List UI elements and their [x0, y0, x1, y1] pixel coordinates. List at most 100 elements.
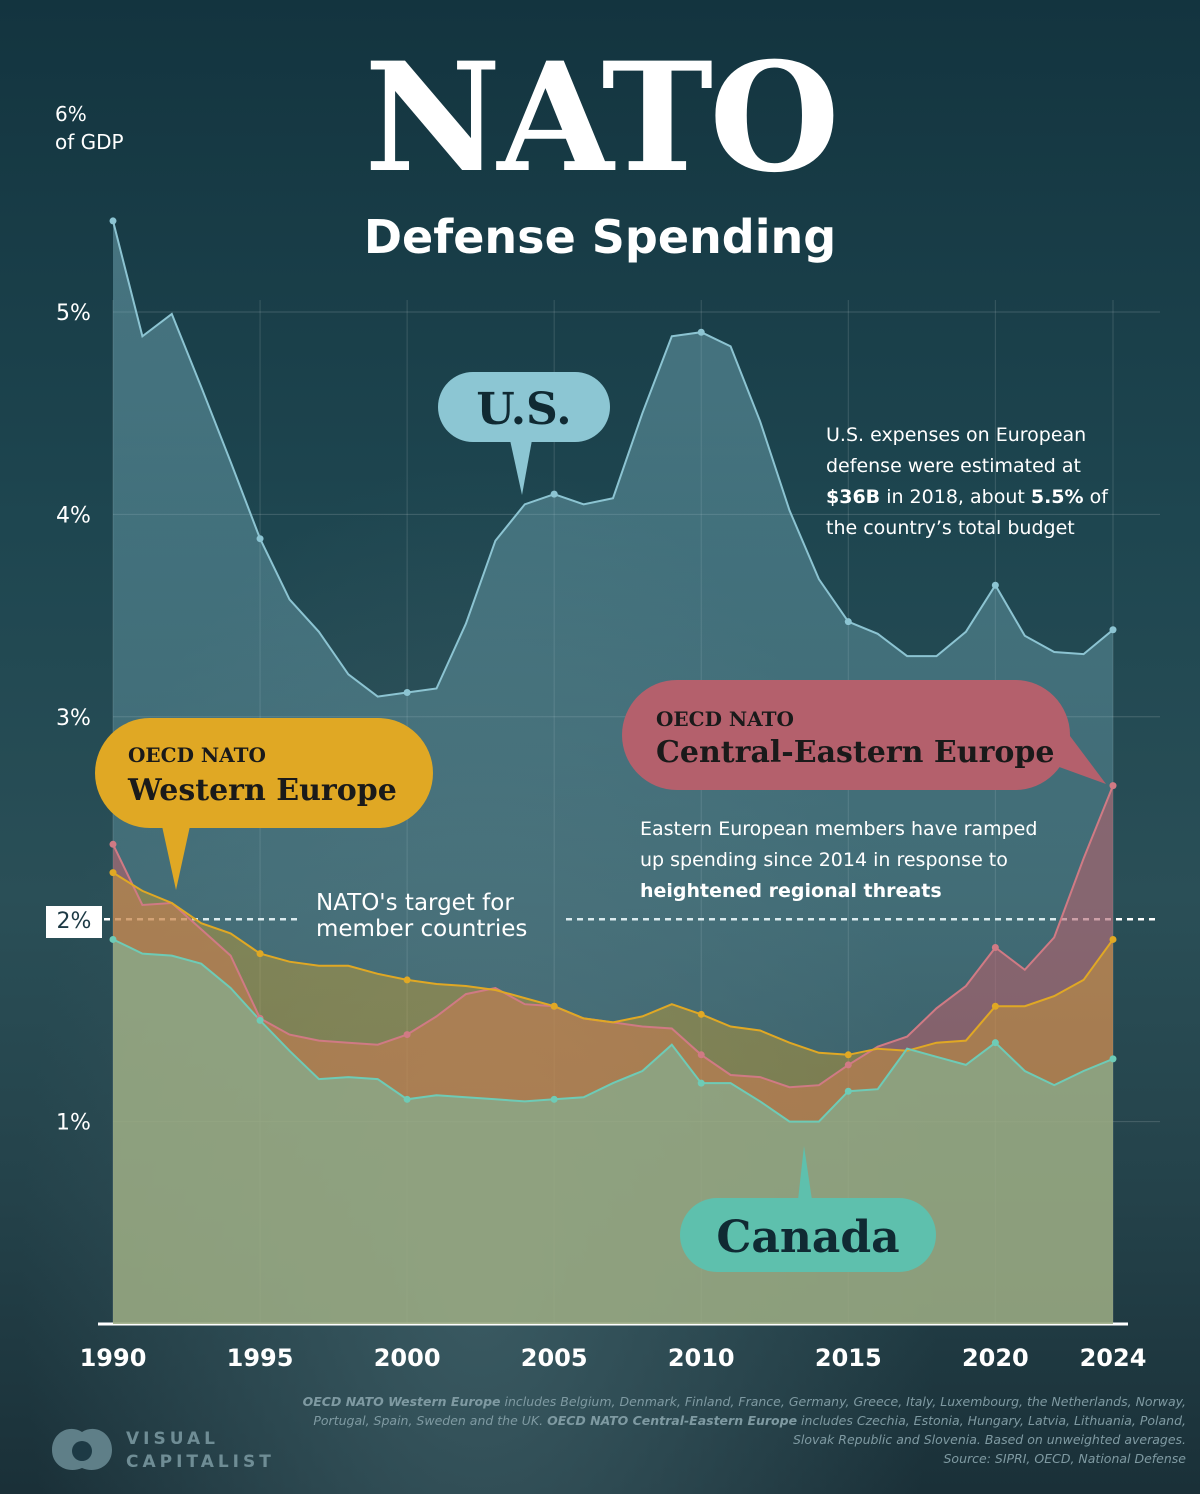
canada-point-2000	[403, 1095, 411, 1103]
us-note-line1: U.S. expenses on European	[826, 424, 1087, 446]
x-tick-2005: 2005	[521, 1344, 588, 1372]
x-tick-2024: 2024	[1080, 1344, 1147, 1372]
canada-point-1995	[256, 1016, 264, 1024]
source-we-name: OECD NATO Western Europe	[302, 1394, 501, 1409]
western-europe-point-1990	[109, 869, 117, 877]
target-value-label: 2%	[46, 906, 102, 938]
us-note-line2: defense were estimated at	[826, 455, 1081, 477]
y-tick-4: 4%	[56, 503, 91, 528]
western-europe-point-2020	[991, 1002, 999, 1010]
canada-bubble-tail	[798, 1146, 812, 1200]
logo-word-1: VISUAL	[126, 1429, 219, 1449]
cee-point-2024	[1109, 782, 1117, 790]
source-we-list: includes Belgium, Denmark, Finland, Fran…	[313, 1394, 1186, 1428]
us-point-2005	[550, 490, 558, 498]
western-europe-point-1995	[256, 950, 264, 958]
western-europe-line	[112, 871, 1114, 1056]
western-europe-point-2005	[550, 1002, 558, 1010]
cee-point-2015	[844, 1061, 852, 1069]
x-tick-2015: 2015	[815, 1344, 882, 1372]
x-tick-1990: 1990	[80, 1344, 147, 1372]
us-label-bubble: U.S.	[438, 372, 610, 495]
source-citation: Source: SIPRI, OECD, National Defense	[943, 1451, 1187, 1466]
ee-note-line1: Eastern European members have ramped	[640, 818, 1038, 840]
cee-point-2020	[991, 944, 999, 952]
cee-label-line1: OECD NATO	[656, 707, 794, 731]
us-bubble-shape	[438, 372, 610, 442]
us-point-1990	[109, 217, 117, 225]
x-tick-2010: 2010	[668, 1344, 735, 1372]
target-label-line2: member countries	[316, 916, 528, 942]
western-europe-bubble-tail	[162, 826, 190, 890]
us-point-2010	[697, 328, 705, 336]
ee-note-line2: up spending since 2014 in response to	[640, 849, 1008, 871]
canada-point-2024	[1109, 1055, 1117, 1063]
x-tick-1995: 1995	[227, 1344, 294, 1372]
us-note-text: in 2018, about	[880, 486, 1031, 508]
western-europe-label-line1: OECD NATO	[128, 743, 266, 767]
source-definitions: OECD NATO Western Europe includes Belgiu…	[286, 1392, 1186, 1449]
us-note: U.S. expenses on European defense were e…	[826, 420, 1108, 544]
canada-bubble-shape	[680, 1198, 936, 1272]
source-note: OECD NATO Western Europe includes Belgiu…	[286, 1392, 1186, 1468]
western-europe-point-2024	[1109, 935, 1117, 943]
canada-label: Canada	[716, 1212, 899, 1263]
page-subtitle: Defense Spending	[363, 210, 837, 264]
x-tick-2020: 2020	[962, 1344, 1029, 1372]
canada-point-2010	[697, 1079, 705, 1087]
western-europe-point-2015	[844, 1051, 852, 1059]
us-note-share: 5.5%	[1030, 486, 1084, 508]
ee-note-emphasis: heightened regional threats	[640, 880, 942, 902]
target-label-line1: NATO's target for	[316, 890, 514, 916]
canada-label-bubble: Canada	[680, 1146, 936, 1272]
y-tick-1: 1%	[56, 1111, 91, 1136]
ee-note: Eastern European members have ramped up …	[640, 814, 1037, 907]
western-europe-label-bubble: OECD NATO Western Europe	[95, 718, 433, 890]
us-bubble-tail	[510, 440, 532, 495]
us-label: U.S.	[476, 384, 571, 435]
western-europe-point-2010	[697, 1010, 705, 1018]
canada-line	[112, 938, 1114, 1123]
us-point-2000	[403, 689, 411, 697]
cee-point-1990	[109, 840, 117, 848]
y-tick-5: 5%	[56, 301, 91, 326]
us-point-2020	[991, 581, 999, 589]
nato-target-label: NATO's target for member countries	[316, 890, 527, 942]
source-cee-name: OECD NATO Central-Eastern Europe	[547, 1413, 798, 1428]
y-axis-unit-text: of GDP	[55, 130, 124, 154]
cee-point-2010	[697, 1051, 705, 1059]
ee-note-line3: heightened regional threats	[640, 876, 1037, 907]
x-tick-2000: 2000	[374, 1344, 441, 1372]
canada-point-2020	[991, 1039, 999, 1047]
logo-word-2: CAPITALIST	[126, 1452, 275, 1472]
y-axis-unit: 6% of GDP	[55, 100, 124, 156]
us-point-1995	[256, 535, 264, 543]
western-europe-label-line2: Western Europe	[127, 773, 397, 808]
us-point-2024	[1109, 626, 1117, 634]
cee-area	[113, 785, 1113, 1324]
cee-label-line2: Central-Eastern Europe	[656, 735, 1054, 770]
source-cee-list: includes Czechia, Estonia, Hungary, Latv…	[792, 1413, 1186, 1447]
canada-point-1990	[109, 935, 117, 943]
cee-bubble-shape	[622, 680, 1070, 790]
visual-capitalist-logo-text: VISUAL CAPITALIST	[126, 1428, 275, 1474]
page-title: NATO	[364, 30, 840, 206]
western-europe-bubble-shape	[95, 718, 433, 828]
us-note-line3: $36B in 2018, about 5.5% of	[826, 482, 1108, 513]
cee-bubble-tail	[1040, 712, 1106, 784]
y-tick-3: 3%	[56, 706, 91, 731]
us-note-amount: $36B	[826, 486, 881, 508]
cee-point-2000	[403, 1031, 411, 1039]
y-axis-top-value: 6%	[55, 102, 87, 126]
western-europe-point-2000	[403, 976, 411, 984]
us-note-text-2: of	[1083, 486, 1108, 508]
cee-label-bubble: OECD NATO Central-Eastern Europe	[622, 680, 1106, 790]
us-note-line4: the country’s total budget	[826, 517, 1075, 539]
us-line	[112, 220, 1114, 698]
canada-point-2015	[844, 1087, 852, 1095]
canada-point-2005	[550, 1095, 558, 1103]
us-point-2015	[844, 618, 852, 626]
visual-capitalist-logo-icon	[52, 1428, 112, 1470]
